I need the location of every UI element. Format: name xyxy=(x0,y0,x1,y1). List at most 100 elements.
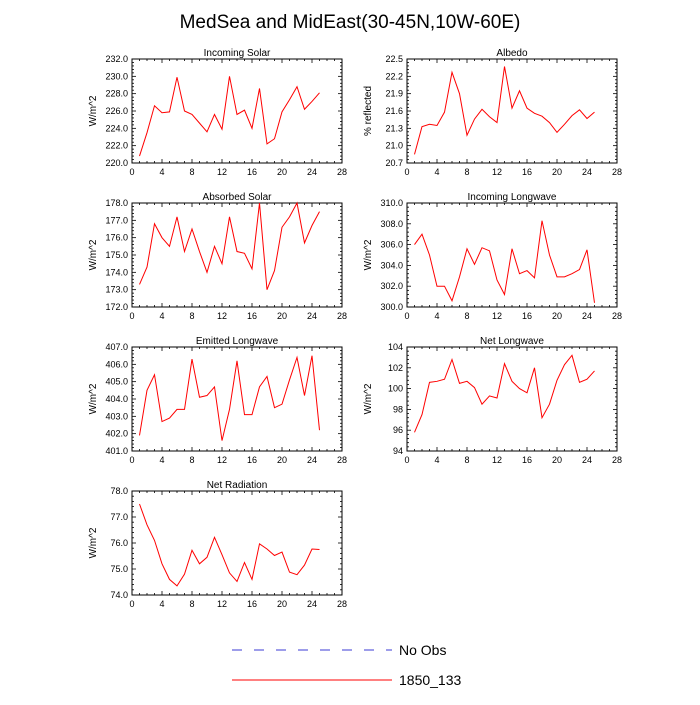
y-tick-label: 226.0 xyxy=(105,106,128,116)
y-tick-label: 102 xyxy=(388,363,403,373)
x-tick-label: 16 xyxy=(522,167,532,177)
y-tick-label: 22.2 xyxy=(385,71,403,81)
panel-2: Albedo 0 4 8 12 16 20 24 28 20.7 21.0 21.3 21.6 21.9 2… xyxy=(363,48,622,177)
y-tick-label: 21.3 xyxy=(385,123,403,133)
series-line xyxy=(139,76,320,157)
y-tick-label: 401.0 xyxy=(105,446,128,456)
x-tick-label: 28 xyxy=(337,311,347,321)
panel-title: Albedo xyxy=(496,48,528,59)
y-tick-label: 406.0 xyxy=(105,359,128,369)
plot-frame xyxy=(131,490,343,596)
x-tick-label: 8 xyxy=(189,311,194,321)
x-tick-label: 4 xyxy=(159,455,164,465)
plot-frame xyxy=(131,202,343,308)
x-tick-label: 24 xyxy=(307,311,317,321)
series-line xyxy=(139,201,320,290)
x-tick-label: 8 xyxy=(189,455,194,465)
y-tick-label: 224.0 xyxy=(105,123,128,133)
x-tick-label: 16 xyxy=(247,311,257,321)
y-tick-label: 98 xyxy=(393,404,403,414)
panel-title: Net Longwave xyxy=(480,336,544,347)
y-axis-label: W/m^2 xyxy=(363,239,374,270)
x-tick-label: 0 xyxy=(404,167,409,177)
panel-4: Incoming Longwave 0 4 8 12 16 20 24 28 300.0 302.0… xyxy=(363,192,622,321)
x-tick-label: 28 xyxy=(337,167,347,177)
y-tick-label: 176.0 xyxy=(105,233,128,243)
x-tick-label: 24 xyxy=(307,599,317,609)
x-tick-label: 0 xyxy=(129,167,134,177)
legend: No Obs 1850_133 xyxy=(232,642,462,688)
y-tick-label: 100 xyxy=(388,384,403,394)
panel-title: Emitted Longwave xyxy=(196,336,279,347)
y-tick-label: 77.0 xyxy=(110,512,128,522)
y-tick-label: 302.0 xyxy=(380,281,403,291)
y-tick-label: 174.0 xyxy=(105,267,128,277)
y-tick-label: 405.0 xyxy=(105,377,128,387)
figure-title: MedSea and MidEast(30-45N,10W-60E) xyxy=(180,12,521,33)
x-tick-label: 24 xyxy=(307,167,317,177)
x-tick-label: 4 xyxy=(159,599,164,609)
y-tick-label: 173.0 xyxy=(105,285,128,295)
x-tick-label: 0 xyxy=(404,311,409,321)
x-tick-label: 20 xyxy=(277,167,287,177)
y-tick-label: 403.0 xyxy=(105,411,128,421)
series-line xyxy=(414,66,595,155)
plot-frame xyxy=(131,58,343,164)
x-tick-label: 28 xyxy=(337,599,347,609)
panel-3: Absorbed Solar 0 4 8 12 16 20 24 28 172.0 173.0 174… xyxy=(88,192,347,321)
y-tick-label: 306.0 xyxy=(380,240,403,250)
x-tick-label: 4 xyxy=(434,167,439,177)
y-tick-label: 300.0 xyxy=(380,302,403,312)
panel-title: Net Radiation xyxy=(207,480,268,491)
x-tick-label: 12 xyxy=(492,311,502,321)
x-tick-label: 0 xyxy=(129,599,134,609)
y-axis-label: W/m^2 xyxy=(363,383,374,414)
y-tick-label: 407.0 xyxy=(105,342,128,352)
x-tick-label: 24 xyxy=(307,455,317,465)
y-axis-label: W/m^2 xyxy=(88,527,99,558)
panel-5: Emitted Longwave 0 4 8 12 16 20 24 28 401.0 402.0 4… xyxy=(88,336,347,465)
y-tick-label: 78.0 xyxy=(110,486,128,496)
y-tick-label: 222.0 xyxy=(105,141,128,151)
y-tick-label: 76.0 xyxy=(110,538,128,548)
x-tick-label: 0 xyxy=(404,455,409,465)
y-tick-label: 22.5 xyxy=(385,54,403,64)
x-tick-label: 4 xyxy=(434,311,439,321)
y-tick-label: 178.0 xyxy=(105,198,128,208)
y-tick-label: 96 xyxy=(393,425,403,435)
y-tick-label: 220.0 xyxy=(105,158,128,168)
y-tick-label: 177.0 xyxy=(105,215,128,225)
y-tick-label: 94 xyxy=(393,446,403,456)
x-tick-label: 28 xyxy=(612,311,622,321)
x-tick-label: 12 xyxy=(492,167,502,177)
x-tick-label: 16 xyxy=(522,455,532,465)
y-tick-label: 104 xyxy=(388,342,403,352)
legend-label-no-obs: No Obs xyxy=(399,642,446,658)
x-tick-label: 4 xyxy=(434,455,439,465)
x-tick-label: 28 xyxy=(337,455,347,465)
x-tick-label: 4 xyxy=(159,167,164,177)
x-tick-label: 20 xyxy=(277,455,287,465)
x-tick-label: 8 xyxy=(464,167,469,177)
x-tick-label: 8 xyxy=(464,455,469,465)
y-tick-label: 21.6 xyxy=(385,106,403,116)
x-tick-label: 20 xyxy=(277,599,287,609)
x-tick-label: 12 xyxy=(217,311,227,321)
panel-6: Net Longwave 0 4 8 12 16 20 24 28 94 96 98 100 102 104… xyxy=(363,336,622,465)
x-tick-label: 8 xyxy=(189,599,194,609)
x-tick-label: 16 xyxy=(247,599,257,609)
y-tick-label: 74.0 xyxy=(110,590,128,600)
y-tick-label: 404.0 xyxy=(105,394,128,404)
y-tick-label: 21.9 xyxy=(385,89,403,99)
series-line xyxy=(139,503,320,587)
x-tick-label: 0 xyxy=(129,455,134,465)
y-tick-label: 75.0 xyxy=(110,564,128,574)
x-tick-label: 4 xyxy=(159,311,164,321)
panels: Incoming Solar 0 4 8 12 16 20 24 28 220.0 222.0 224… xyxy=(88,48,622,609)
x-tick-label: 16 xyxy=(247,167,257,177)
x-tick-label: 12 xyxy=(217,167,227,177)
panel-1: Incoming Solar 0 4 8 12 16 20 24 28 220.0 222.0 224… xyxy=(88,48,347,177)
plot-frame xyxy=(406,346,618,452)
y-tick-label: 21.0 xyxy=(385,141,403,151)
